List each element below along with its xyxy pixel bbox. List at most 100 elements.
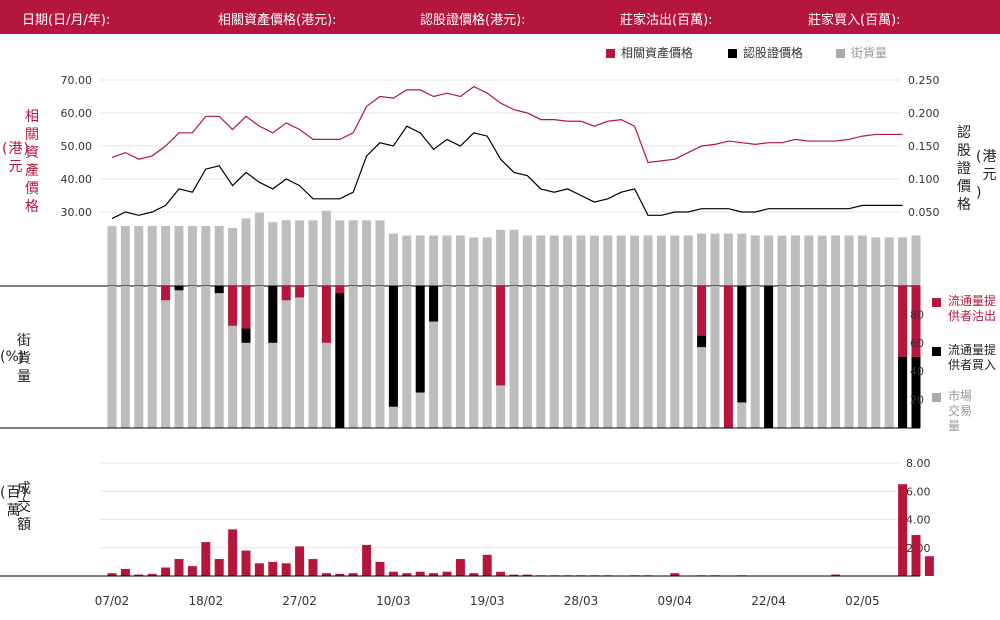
outstanding-bar xyxy=(228,227,238,286)
outstanding-bar xyxy=(589,235,599,286)
outstanding-bar xyxy=(388,233,398,286)
bottom-right-tick-label: 4.00 xyxy=(906,514,931,527)
market-volume-bar xyxy=(576,286,586,428)
outstanding-bar xyxy=(871,237,881,286)
outstanding-bar xyxy=(455,235,465,286)
lp-sell-bar xyxy=(335,286,345,294)
market-volume-bar xyxy=(295,286,305,428)
market-volume-bar xyxy=(228,286,238,428)
turnover-bar xyxy=(228,529,238,576)
outstanding-bar xyxy=(576,235,586,286)
bottom-right-tick-label: 6.00 xyxy=(906,485,931,498)
x-tick-label: 07/02 xyxy=(95,594,130,608)
header-bar: 日期(日/月/年): 相關資產價格(港元): 認股證價格(港元): 莊家沽出(百… xyxy=(0,0,1000,34)
outstanding-bar xyxy=(375,220,385,286)
lp-buy-bar xyxy=(898,357,908,428)
turnover-bar xyxy=(147,573,157,576)
market-volume-bar xyxy=(254,286,264,428)
market-volume-bar xyxy=(442,286,452,428)
market-volume-bar xyxy=(549,286,559,428)
left-top-axis-unit: (港元) xyxy=(2,141,29,175)
mid-legend-lp-sell-swatch xyxy=(932,298,941,307)
outstanding-bar xyxy=(804,235,814,286)
outstanding-bar xyxy=(268,222,278,286)
outstanding-bar xyxy=(214,226,224,286)
turnover-bar xyxy=(402,573,412,576)
outstanding-bar xyxy=(670,235,680,286)
mid-right-tick-label: 80 xyxy=(910,308,924,321)
outstanding-bar xyxy=(911,235,921,286)
outstanding-bar xyxy=(187,226,197,286)
lp-buy-bar xyxy=(174,286,184,291)
header-date-label: 日期(日/月/年): xyxy=(22,13,111,28)
outstanding-bar xyxy=(348,220,358,286)
market-volume-bar xyxy=(214,286,224,428)
left-top-axis-title: 相關資產價格 xyxy=(25,109,39,215)
outstanding-bar xyxy=(656,235,666,286)
outstanding-bar xyxy=(884,237,894,286)
top-left-tick-label: 30.00 xyxy=(61,206,93,219)
header-issuer-sell-label: 莊家沽出(百萬): xyxy=(620,13,713,28)
top-right-tick-label: 0.150 xyxy=(908,140,940,153)
market-volume-bar xyxy=(656,286,666,428)
lp-sell-bar xyxy=(496,286,506,386)
top-right-tick-label: 0.250 xyxy=(908,74,940,87)
market-volume-bar xyxy=(268,286,278,428)
market-volume-bar xyxy=(107,286,117,428)
legend-warrant-swatch xyxy=(728,49,737,58)
turnover-bar xyxy=(522,574,532,576)
mid-right-tick-label: 60 xyxy=(910,337,924,350)
outstanding-bar xyxy=(898,237,908,286)
outstanding-bar xyxy=(536,235,546,286)
market-volume-bar xyxy=(281,286,291,428)
outstanding-bar xyxy=(161,226,171,286)
top-left-tick-label: 70.00 xyxy=(61,74,93,87)
turnover-bar xyxy=(429,573,439,576)
outstanding-bar xyxy=(241,218,251,286)
market-volume-bar xyxy=(817,286,827,428)
mid-right-tick-label: 40 xyxy=(910,365,924,378)
market-volume-bar xyxy=(697,286,707,428)
market-volume-bar xyxy=(147,286,157,428)
x-tick-label: 28/03 xyxy=(564,594,599,608)
market-volume-bar xyxy=(670,286,680,428)
turnover-bar xyxy=(107,573,117,576)
outstanding-bar xyxy=(844,235,854,286)
left-bot-axis-title: 成交額 xyxy=(17,481,31,533)
market-volume-bar xyxy=(804,286,814,428)
turnover-bar xyxy=(335,573,345,576)
market-volume-bar xyxy=(831,286,841,428)
header-warrant-label: 認股證價格(港元): xyxy=(420,13,526,28)
market-volume-bar xyxy=(134,286,144,428)
lp-sell-bar xyxy=(241,286,251,329)
market-volume-bar xyxy=(429,286,439,428)
outstanding-bar xyxy=(295,220,305,286)
header-underlying-label: 相關資產價格(港元): xyxy=(218,13,337,28)
outstanding-bar xyxy=(147,226,157,286)
outstanding-bar xyxy=(429,235,439,286)
market-volume-bar xyxy=(120,286,130,428)
lp-buy-bar xyxy=(764,286,774,428)
x-tick-label: 22/04 xyxy=(751,594,786,608)
turnover-bar xyxy=(670,573,680,576)
turnover-bar xyxy=(509,574,519,576)
lp-sell-bar xyxy=(898,286,908,357)
top-right-tick-label: 0.200 xyxy=(908,107,940,120)
turnover-bar xyxy=(308,559,318,576)
outstanding-bar xyxy=(509,229,519,286)
outstanding-bar xyxy=(335,220,345,286)
outstanding-bar xyxy=(857,235,867,286)
lp-sell-bar xyxy=(321,286,331,343)
market-volume-bar xyxy=(683,286,693,428)
market-volume-bar xyxy=(710,286,720,428)
market-volume-bar xyxy=(455,286,465,428)
turnover-bar xyxy=(268,561,278,576)
turnover-bar xyxy=(348,573,358,576)
market-volume-bar xyxy=(777,286,787,428)
legend-outstanding: 街貨量 xyxy=(836,44,887,61)
warrant-price-line xyxy=(111,125,903,220)
market-volume-bar xyxy=(362,286,372,428)
turnover-bar xyxy=(388,571,398,576)
turnover-bar xyxy=(254,563,264,576)
lp-sell-bar xyxy=(911,286,921,357)
